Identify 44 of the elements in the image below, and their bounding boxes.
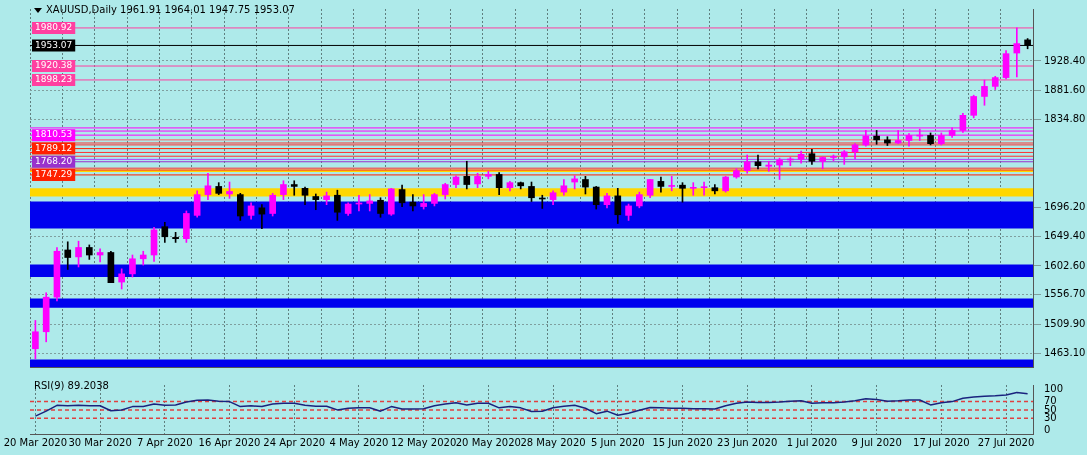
ref-line-label: 1898.23 xyxy=(35,74,73,85)
candlestick xyxy=(668,176,676,192)
candlestick xyxy=(1013,27,1021,78)
candlestick xyxy=(700,181,708,196)
chart-title: RSI(9) 89.2038 xyxy=(34,380,109,391)
x-tick-label: 27 Jul 2020 xyxy=(977,436,1035,448)
candlestick xyxy=(689,182,697,196)
y-tick-label: 1602.60 xyxy=(1044,259,1086,271)
y-tick-label: 1696.20 xyxy=(1044,200,1086,212)
y-tick-label: 1834.80 xyxy=(1044,113,1086,125)
y-tick-label: 1649.40 xyxy=(1044,230,1086,242)
x-tick-label: 9 Jul 2020 xyxy=(851,436,902,448)
x-tick-label: 20 May 2020 xyxy=(455,436,521,448)
ref-line-label: 1768.20 xyxy=(35,156,73,167)
x-tick-label: 28 May 2020 xyxy=(520,436,586,448)
ref-line-label: 1920.38 xyxy=(35,60,73,71)
y-tick-label: 1509.90 xyxy=(1044,317,1086,329)
x-tick-label: 24 Apr 2020 xyxy=(263,436,326,448)
ref-line-label: 1810.53 xyxy=(35,129,73,140)
y-tick-label: 1928.40 xyxy=(1044,54,1086,66)
y-tick-label: 1881.60 xyxy=(1044,84,1086,96)
y-tick-label: 100 xyxy=(1044,382,1064,394)
ref-line-label: 1789.12 xyxy=(35,142,73,153)
x-tick-label: 30 Mar 2020 xyxy=(68,436,132,448)
y-tick-label: 1556.70 xyxy=(1044,288,1086,300)
x-tick-label: 23 Jun 2020 xyxy=(717,436,778,448)
x-tick-label: 17 Jul 2020 xyxy=(913,436,970,448)
candlestick xyxy=(366,194,374,212)
candlestick xyxy=(765,160,773,172)
x-tick-label: 7 Apr 2020 xyxy=(137,436,193,448)
y-tick-label: 1463.10 xyxy=(1044,347,1086,359)
ref-line-label: 1980.92 xyxy=(35,22,73,33)
x-tick-label: 15 Jun 2020 xyxy=(652,436,713,448)
ref-line-label: 1953.07 xyxy=(35,39,73,50)
x-tick-label: 20 Mar 2020 xyxy=(3,436,68,448)
x-tick-label: 16 Apr 2020 xyxy=(198,436,261,448)
ref-line-label: 1747.29 xyxy=(35,169,73,180)
x-tick-label: 4 May 2020 xyxy=(329,436,389,448)
chart-title: XAUUSD,Daily 1961.91 1964.01 1947.75 1953.07 xyxy=(46,4,295,15)
x-tick-label: 5 Jun 2020 xyxy=(590,436,645,448)
x-tick-label: 12 May 2020 xyxy=(391,436,457,448)
candlestick xyxy=(290,180,298,196)
y-tick-label: 0 xyxy=(1044,424,1051,436)
x-tick-label: 1 Jul 2020 xyxy=(786,436,838,448)
